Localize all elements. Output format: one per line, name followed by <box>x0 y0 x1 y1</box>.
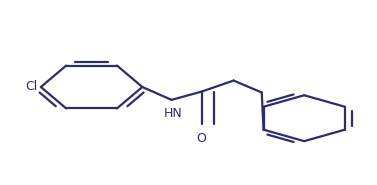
Text: O: O <box>197 132 207 145</box>
Text: HN: HN <box>164 107 183 120</box>
Text: Cl: Cl <box>25 80 37 93</box>
